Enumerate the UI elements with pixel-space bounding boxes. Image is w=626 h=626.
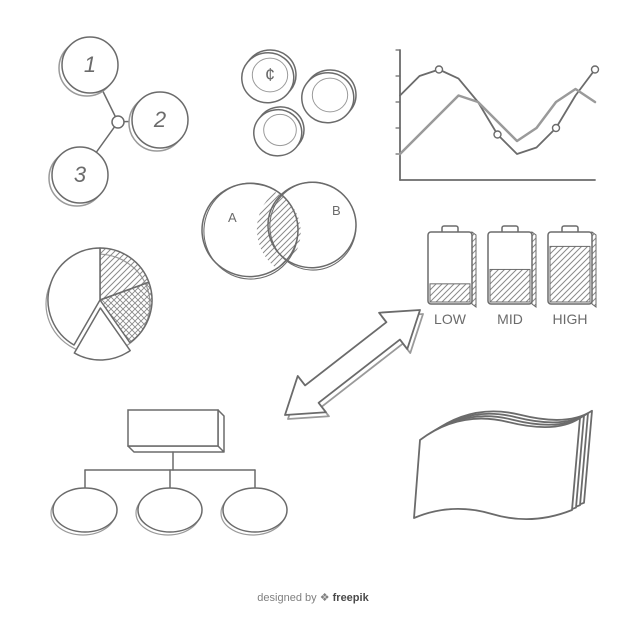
venn-diagram: AB <box>199 179 359 281</box>
book-stack <box>414 411 592 519</box>
svg-text:1: 1 <box>84 52 96 77</box>
svg-text:¢: ¢ <box>265 65 275 85</box>
svg-text:MID: MID <box>497 311 523 327</box>
attribution-brand: freepik <box>333 592 369 604</box>
attribution-prefix: designed by <box>257 592 319 604</box>
svg-text:LOW: LOW <box>434 311 467 327</box>
line-chart <box>396 50 599 180</box>
infographic-canvas: 123 ¢ AB LOWMIDHIGH <box>0 0 626 626</box>
svg-text:B: B <box>332 203 341 218</box>
freepik-icon: ❖ <box>320 592 330 604</box>
double-arrow <box>285 310 423 419</box>
org-chart <box>51 410 287 535</box>
battery-levels: LOW MID HIGH <box>428 226 596 327</box>
attribution-line: designed by ❖ freepik <box>0 591 626 604</box>
svg-text:3: 3 <box>74 162 87 187</box>
svg-text:A: A <box>228 210 237 225</box>
pie-chart <box>46 248 152 360</box>
svg-text:2: 2 <box>153 107 166 132</box>
coin-stack: ¢ <box>239 47 358 158</box>
numbered-circles-graph: 1 2 3 <box>49 37 188 206</box>
svg-text:HIGH: HIGH <box>553 311 588 327</box>
